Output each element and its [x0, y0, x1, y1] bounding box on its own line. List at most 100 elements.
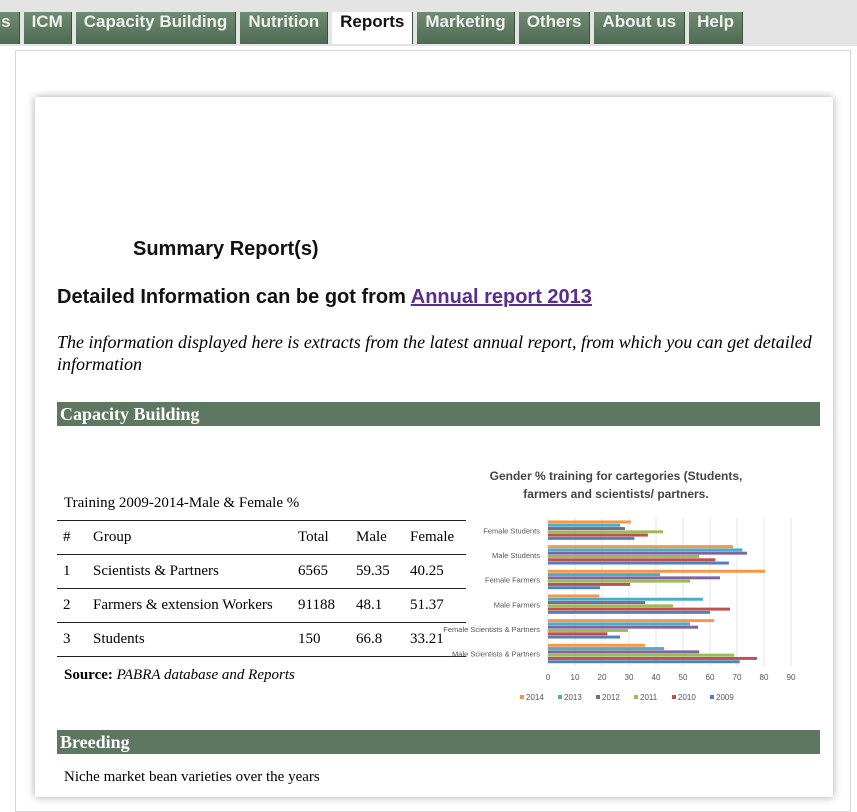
bar [548, 610, 710, 614]
y-tick-label: Male Farmers [494, 600, 541, 609]
y-tick-label: Male Scientists & Partners [452, 650, 540, 659]
report-card [35, 97, 833, 797]
bar [548, 582, 631, 586]
legend-label: 2014 [526, 693, 544, 702]
x-tick-label: 80 [760, 673, 769, 682]
bar [548, 536, 635, 540]
bar [548, 520, 631, 524]
table-cell: 33.21 [404, 622, 466, 657]
bar [548, 579, 691, 583]
nav-tab[interactable]: Capacity Building [75, 12, 237, 44]
source: Source: PABRA database and Reports [64, 667, 295, 684]
bar [548, 635, 621, 639]
y-tick-label: Male Students [492, 551, 540, 560]
legend-swatch [710, 695, 714, 699]
legend-label: 2010 [678, 693, 696, 702]
chart-title: farmers and scientists/ partners. [523, 487, 708, 501]
table-cell: 1 [57, 554, 87, 589]
table-cell: 2 [57, 588, 87, 623]
breeding-text: Niche market bean varieties over the yea… [64, 769, 320, 785]
x-tick-label: 0 [546, 673, 551, 682]
bar [548, 586, 601, 590]
bar [548, 619, 715, 623]
nav-tab[interactable]: Marketing [417, 12, 515, 44]
bar [548, 597, 703, 601]
source-label: Source: [64, 667, 113, 683]
legend-label: 2012 [602, 693, 620, 702]
header-cell: Female [404, 520, 466, 555]
nav-tab[interactable]: About us [594, 12, 686, 44]
table-cell: 48.1 [350, 588, 404, 623]
y-tick-label: Female Farmers [485, 576, 540, 585]
table-row: 1 Scientists & Partners 6565 59.35 40.25 [57, 554, 466, 589]
bar [548, 625, 699, 629]
x-tick-label: 10 [571, 673, 580, 682]
bar [548, 569, 766, 573]
nav-tab[interactable]: Help [689, 12, 743, 44]
bar [548, 629, 628, 632]
chart: Gender % training for cartegories (Stude… [443, 469, 796, 702]
bar [548, 573, 661, 577]
bar [548, 604, 674, 608]
table-cell: 59.35 [350, 554, 404, 589]
section-bar: Breeding [57, 730, 820, 754]
nav-tab[interactable]: ms [0, 12, 20, 44]
bar [548, 523, 621, 527]
top-bar: msICMCapacity BuildingNutritionReportsMa… [0, 0, 857, 46]
training-table: # Group Total Male Female 1 Scientists & Partn… [57, 520, 466, 657]
source-text: PABRA database and Reports [116, 667, 295, 683]
bar [548, 533, 648, 537]
detail-text: Detailed Information can be got from [57, 286, 406, 308]
bar [548, 530, 664, 534]
y-tick-label: Female Scientists & Partners [443, 625, 540, 634]
header-cell: # [57, 520, 87, 555]
nav: msICMCapacity BuildingNutritionReportsMa… [0, 12, 743, 44]
chart-title: Gender % training for cartegories (Stude… [490, 469, 743, 483]
bar [548, 653, 735, 657]
table-row: 3 Students 150 66.8 33.21 [57, 622, 466, 657]
table-header: # Group Total Male Female [57, 520, 466, 555]
x-tick-label: 30 [625, 673, 634, 682]
x-tick-label: 90 [787, 673, 796, 682]
bar [548, 551, 747, 555]
legend-swatch [634, 695, 638, 699]
intro: The information displayed here is extrac… [57, 332, 812, 374]
annual-report-link[interactable]: Annual report 2013 [410, 286, 592, 308]
table-cell: Scientists & Partners [87, 554, 292, 589]
legend-swatch [596, 695, 600, 699]
table-cell: 40.25 [404, 554, 466, 589]
x-tick-label: 70 [733, 673, 742, 682]
table-cell: 91188 [292, 588, 350, 623]
x-tick-label: 50 [679, 673, 688, 682]
legend-swatch [558, 695, 562, 699]
nav-tab[interactable]: Reports [332, 12, 414, 44]
bar [548, 656, 757, 660]
table-cell: 6565 [292, 554, 350, 589]
x-tick-label: 40 [652, 673, 661, 682]
y-tick-label: Female Students [483, 526, 540, 535]
nav-tab[interactable]: ICM [23, 12, 72, 44]
header-cell: Male [350, 520, 404, 555]
table-cell: 51.37 [404, 588, 466, 623]
header-cell: Total [292, 520, 350, 555]
x-tick-label: 20 [598, 673, 607, 682]
table-row: 2 Farmers & extension Workers 91188 48.1 51.… [57, 588, 466, 623]
bar [548, 647, 665, 651]
table-cell: Students [87, 622, 292, 657]
bar [548, 594, 600, 598]
table-cell: 150 [292, 622, 350, 657]
legend-swatch [520, 695, 524, 699]
detail-line: Detailed Information can be got from Ann… [57, 286, 592, 309]
bar [548, 527, 625, 531]
header-cell: Group [87, 520, 292, 555]
legend-swatch [672, 695, 676, 699]
nav-tab[interactable]: Others [518, 12, 591, 44]
table-cell: Farmers & extension Workers [87, 588, 292, 623]
section-bar: Capacity Building [57, 402, 820, 426]
bar [548, 660, 740, 664]
legend-label: 2011 [640, 693, 658, 702]
nav-tab[interactable]: Nutrition [240, 12, 329, 44]
bar [548, 622, 691, 626]
bar [548, 650, 700, 654]
